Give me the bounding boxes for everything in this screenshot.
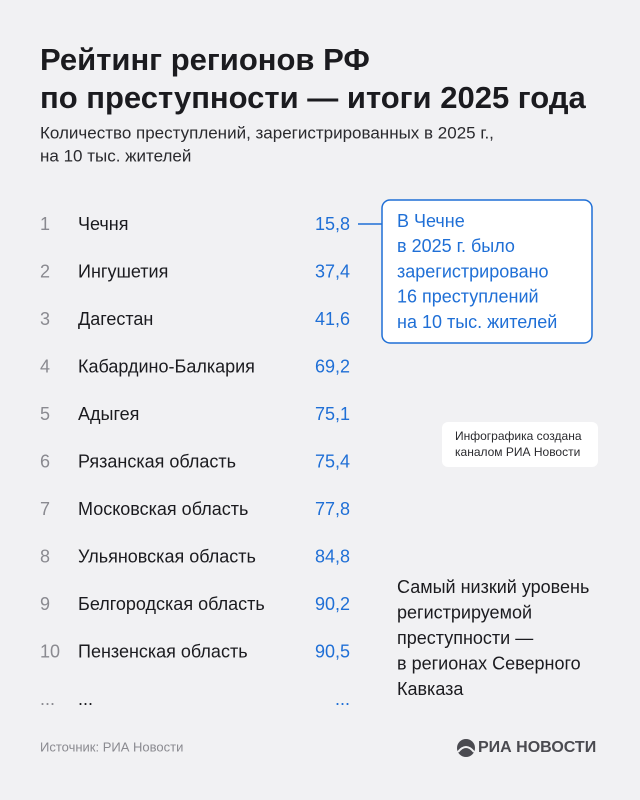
callout-line: 16 преступлений — [397, 287, 539, 307]
summary-line: преступности — — [397, 628, 533, 648]
note-line: Инфографика создана — [455, 429, 582, 443]
value: 77,8 — [315, 499, 350, 519]
rank: 4 — [40, 356, 50, 376]
rank: 2 — [40, 261, 50, 281]
value: 15,8 — [315, 214, 350, 234]
region: Рязанская область — [78, 451, 236, 471]
note-box — [442, 422, 598, 467]
summary-line: регистрируемой — [397, 602, 532, 622]
value: 90,2 — [315, 594, 350, 614]
summary-line: в регионах Северного — [397, 653, 581, 673]
region: Пензенская область — [78, 641, 248, 661]
value: ... — [335, 689, 350, 709]
rank: 3 — [40, 309, 50, 329]
callout-box — [381, 199, 593, 344]
logo-icon — [457, 739, 475, 757]
rank: 6 — [40, 451, 50, 471]
subtitle-line: на 10 тыс. жителей — [40, 146, 191, 165]
logo-text: РИА НОВОСТИ — [478, 739, 596, 756]
value: 41,6 — [315, 309, 350, 329]
subtitle-line: Количество преступлений, зарегистрирован… — [40, 123, 494, 142]
callout-line: на 10 тыс. жителей — [397, 312, 557, 332]
rank: 1 — [40, 214, 50, 234]
value: 75,1 — [315, 404, 350, 424]
rank: 10 — [40, 641, 60, 661]
region: Кабардино-Балкария — [78, 356, 255, 376]
value: 90,5 — [315, 641, 350, 661]
region: Ульяновская область — [78, 546, 256, 566]
callout-line: в 2025 г. было — [397, 236, 515, 256]
region: Чечня — [78, 214, 128, 234]
rank: 8 — [40, 546, 50, 566]
rank: 5 — [40, 404, 50, 424]
region: Белгородская область — [78, 594, 265, 614]
value: 37,4 — [315, 261, 350, 281]
region: ... — [78, 689, 93, 709]
callout-line: зарегистрировано — [397, 261, 549, 281]
summary-line: Самый низкий уровень — [397, 577, 589, 597]
value: 75,4 — [315, 451, 350, 471]
rank: 9 — [40, 594, 50, 614]
title-line: по преступности — итоги 2025 года — [40, 80, 587, 115]
region: Московская область — [78, 499, 248, 519]
value: 69,2 — [315, 356, 350, 376]
note-line: каналом РИА Новости — [455, 445, 580, 459]
region: Ингушетия — [78, 261, 168, 281]
region: Адыгея — [78, 404, 139, 424]
rank: ... — [40, 689, 55, 709]
value: 84,8 — [315, 546, 350, 566]
rank: 7 — [40, 499, 50, 519]
region: Дагестан — [78, 309, 153, 329]
callout-line: В Чечне — [397, 211, 465, 231]
source: Источник: РИА Новости — [40, 739, 183, 754]
title-line: Рейтинг регионов РФ — [40, 42, 370, 77]
summary-line: Кавказа — [397, 679, 464, 699]
